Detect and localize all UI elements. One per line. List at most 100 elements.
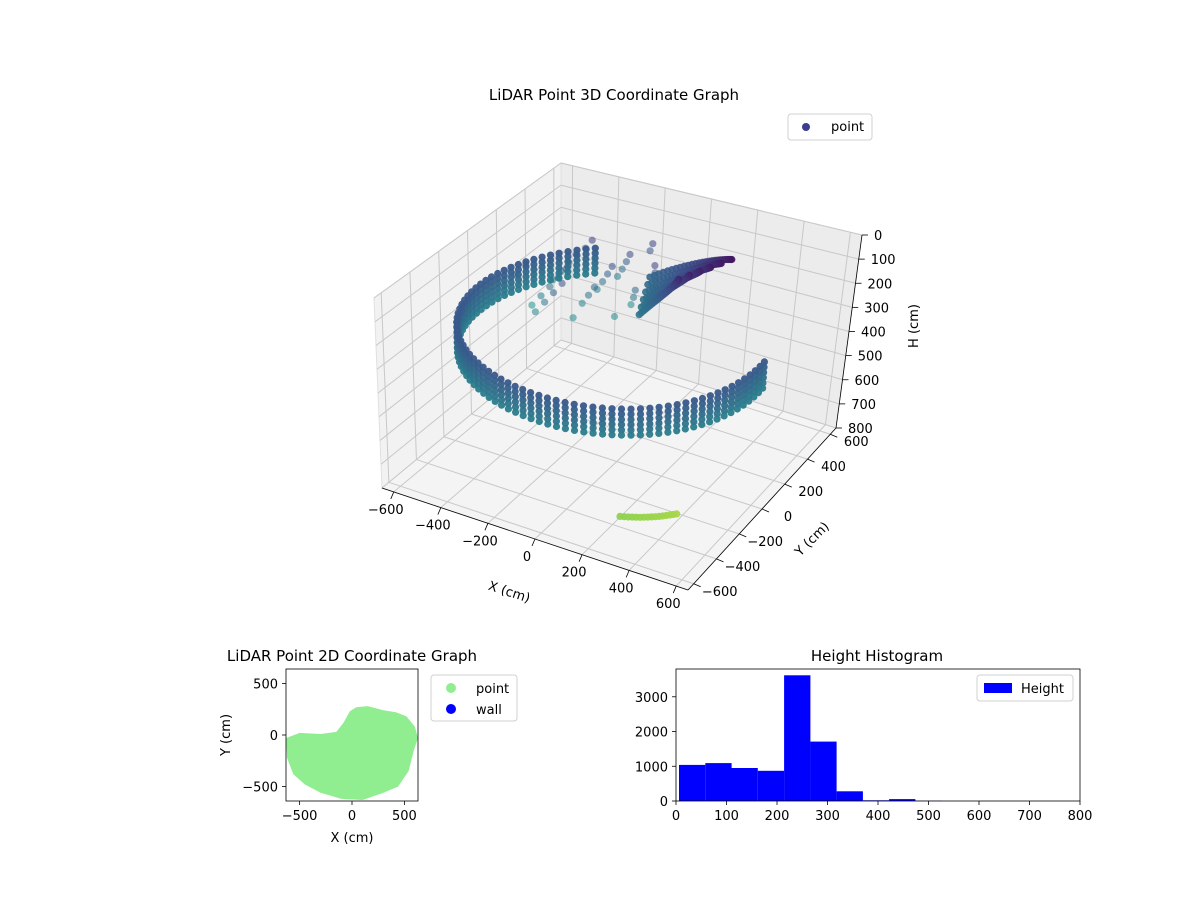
point-3d (733, 400, 742, 408)
point-3d (504, 405, 512, 413)
point-3d (538, 253, 546, 261)
point-3d (714, 394, 722, 402)
point-3d (522, 273, 530, 281)
point-3d (494, 269, 502, 278)
point-3d (713, 410, 721, 418)
point-3d (479, 368, 487, 376)
points-3d (453, 236, 769, 521)
point-3d (561, 409, 569, 417)
point-3d (721, 396, 729, 404)
point-3d (664, 407, 672, 415)
x-tick-label-3d: −200 (462, 534, 498, 549)
z-axis-label-3d: H (cm) (907, 304, 922, 348)
point-3d (582, 250, 590, 258)
point-3d (555, 264, 563, 272)
point-3d (570, 411, 579, 419)
point-3d (497, 380, 505, 388)
point-3d (589, 419, 597, 427)
plot2d: LiDAR Point 2D Coordinate Graph −500 0 500… (219, 647, 518, 846)
point-3d (608, 410, 616, 418)
point-3d (734, 394, 742, 403)
y-tick-label-3d: −600 (702, 585, 738, 600)
point-3d (535, 402, 543, 410)
point-3d (546, 261, 555, 269)
point-3d (491, 371, 499, 379)
point-3d (622, 258, 631, 266)
point-3d (494, 285, 502, 293)
point-3d (549, 289, 558, 297)
point-3d (690, 418, 698, 426)
point-3d (617, 431, 626, 439)
point-3d (522, 258, 530, 266)
point-3d (507, 283, 515, 291)
point-3d (733, 405, 741, 413)
point-3d (598, 409, 607, 417)
point-3d (591, 254, 599, 262)
point-3d (488, 278, 496, 286)
legend-hist-frame (976, 674, 1074, 702)
point-3d (558, 279, 566, 287)
point-3d (617, 426, 626, 434)
point-3d (485, 373, 493, 381)
point-3d (646, 409, 654, 417)
y-tick-label-3d: 0 (784, 510, 792, 525)
point-3d (728, 388, 736, 396)
point-3d (720, 407, 729, 415)
point-3d (734, 384, 742, 392)
point-3d (589, 413, 597, 422)
point-3d (613, 272, 622, 280)
point-3d (561, 425, 570, 433)
x-tick-label-3d: 200 (562, 566, 587, 581)
point-3d (629, 293, 638, 301)
point-3d (735, 379, 743, 387)
point-3d (617, 421, 626, 429)
x-tick-3d (390, 491, 395, 500)
point-3d (544, 410, 552, 418)
point-3d (519, 406, 527, 414)
point-3d (538, 268, 546, 276)
point-3d (631, 286, 639, 294)
point-3d (488, 283, 496, 291)
point-3d (706, 418, 714, 426)
point-3d (570, 416, 579, 424)
point-3d (504, 400, 512, 408)
grid-back-z (560, 295, 843, 381)
point-3d (760, 368, 768, 376)
point-3d (531, 308, 540, 316)
plot2d-title: LiDAR Point 2D Coordinate Graph (227, 647, 477, 665)
point-3d (535, 391, 543, 399)
point-3d (514, 285, 523, 294)
point-3d (727, 398, 736, 406)
point-3d (504, 389, 512, 397)
point-3d (494, 295, 502, 303)
point-3d (530, 280, 538, 288)
point-3d (494, 290, 502, 298)
x-tick-label-3d: 400 (609, 581, 634, 596)
point-3d (728, 393, 736, 401)
point-3d (598, 425, 607, 433)
y-tick-label-2d: −500 (242, 781, 278, 796)
point-3d (627, 415, 635, 424)
y-tick-3d (693, 583, 701, 588)
point-3d (500, 281, 508, 289)
point-3d (573, 256, 581, 264)
point-3d (706, 413, 714, 421)
point-3d (507, 268, 515, 276)
point-3d (759, 374, 767, 382)
point-3d (527, 394, 535, 402)
point-3d (646, 430, 654, 438)
point-3d (598, 404, 607, 412)
point-3d (690, 402, 698, 410)
point-3d (497, 396, 506, 404)
point-3d (519, 396, 527, 404)
point-3d (482, 276, 490, 284)
point-3d (713, 405, 722, 413)
point-3d (564, 258, 572, 266)
x-tick-label-hist: 300 (815, 809, 840, 824)
point-3d (588, 236, 596, 244)
point-3d (750, 393, 758, 401)
point-3d (474, 359, 482, 367)
point-3d (608, 426, 616, 434)
point-3d (646, 425, 654, 433)
